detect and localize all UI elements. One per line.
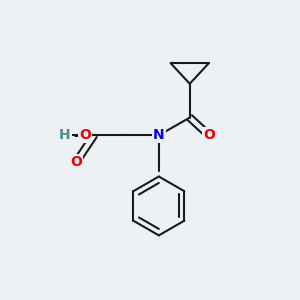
Text: N: N xyxy=(153,128,165,142)
Text: O: O xyxy=(203,128,215,142)
Text: -: - xyxy=(73,130,78,143)
Text: O: O xyxy=(70,155,82,169)
Text: H: H xyxy=(59,128,70,142)
Text: O: O xyxy=(79,128,91,142)
